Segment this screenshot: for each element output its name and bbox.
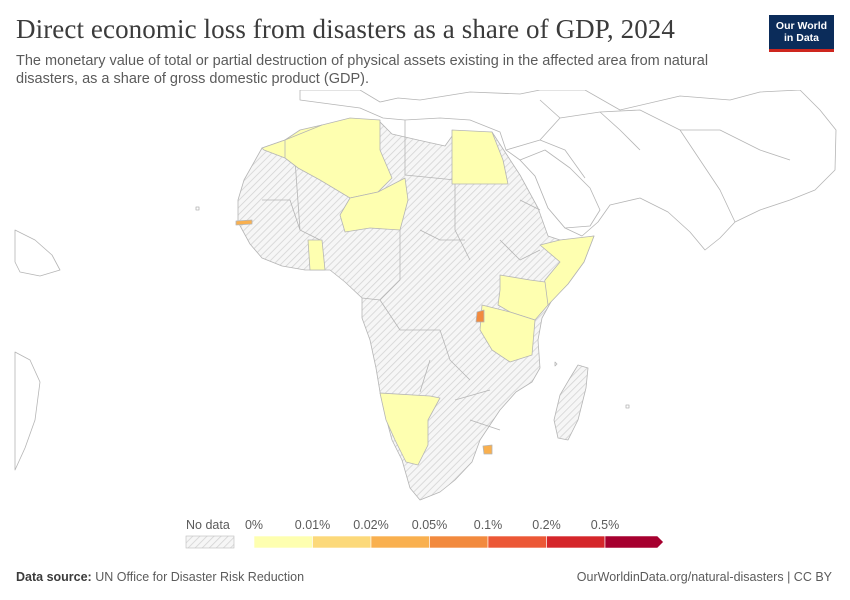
country-egypt[interactable] [451,129,509,185]
legend-tick-label-5: 0.2% [532,518,561,532]
country-eswatini[interactable] [482,444,493,455]
country-burundi[interactable] [475,309,485,323]
arabian-peninsula[interactable] [519,149,601,229]
legend-no-data-swatch[interactable] [185,535,235,549]
legend-tick-label-6: 0.5% [591,518,620,532]
north-america-edge [14,229,61,277]
owid-logo[interactable]: Our World in Data [769,15,834,52]
logo-line-2: in Data [783,32,819,44]
country-somalia[interactable] [539,235,595,306]
country-tanzania[interactable] [479,304,536,363]
country-algeria[interactable] [284,117,393,199]
legend-tick-label-1: 0.01% [295,518,330,532]
legend-tick-label-4: 0.1% [474,518,503,532]
legend-swatch-2[interactable] [370,535,430,549]
chart-subtitle: The monetary value of total or partial d… [16,53,709,87]
madagascar[interactable] [553,364,589,441]
middle-east-borders [505,99,791,223]
legend-tick-label-2: 0.02% [353,518,388,532]
data-source-label: Data source: [16,570,92,584]
legend-swatch-4[interactable] [487,535,547,549]
country-niger[interactable] [339,177,409,233]
data-source-text[interactable]: UN Office for Disaster Risk Reduction [95,570,305,584]
legend-scale: 0% 0.01% 0.02% 0.05% 0.1% 0.2% 0.5% [245,518,664,549]
country-namibia[interactable] [379,392,441,466]
legend-swatch-0[interactable] [253,535,313,549]
legend-tick-label-0: 0% [245,518,263,532]
africa-no-data[interactable] [237,119,595,501]
country-ghana[interactable] [307,239,326,271]
legend-tick-label-3: 0.05% [412,518,447,532]
footer-url[interactable]: OurWorldinData.org/natural-disasters | C… [576,570,832,584]
islands [195,206,630,409]
logo-line-1: Our World [775,20,828,32]
south-america-edge [14,351,41,471]
chart-title: Direct economic loss from disasters as a… [16,14,676,44]
legend-swatch-5[interactable] [546,535,606,549]
legend-swatch-3[interactable] [429,535,489,549]
legend-swatch-6[interactable] [604,535,664,549]
legend-no-data-label: No data [186,518,230,532]
africa-internal-borders [262,120,541,431]
data-source: Data source: UN Office for Disaster Risk… [16,570,304,584]
legend-swatch-1[interactable] [312,535,372,549]
country-gambia[interactable] [235,219,253,226]
world-map[interactable] [0,90,850,510]
